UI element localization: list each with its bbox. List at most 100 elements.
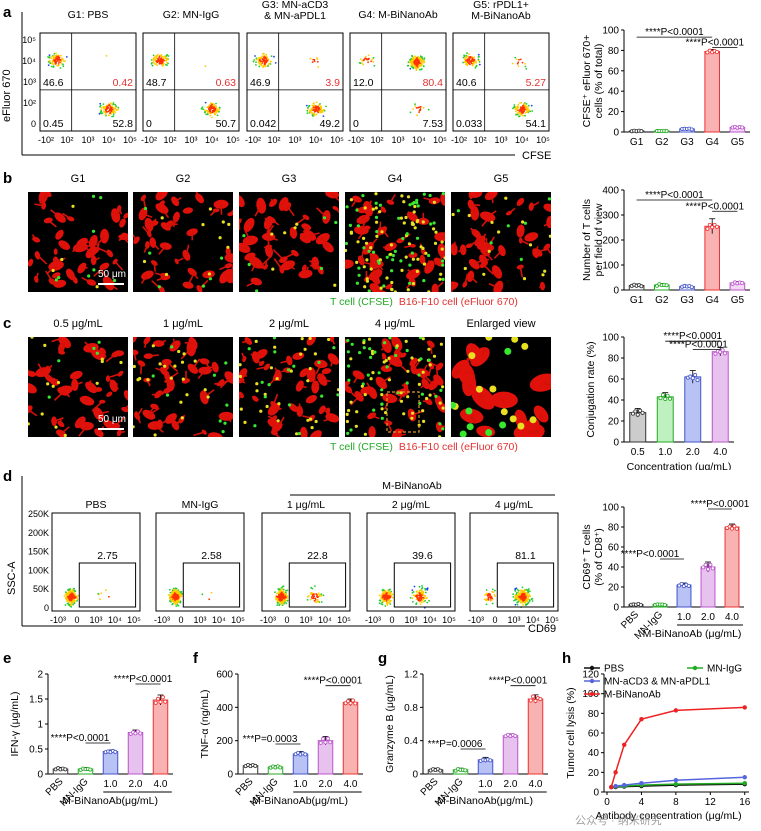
tumor-process [520, 239, 529, 245]
t-cell [242, 234, 246, 238]
tumor-cell [518, 237, 523, 244]
tumor-process [143, 244, 149, 253]
flow-dot [77, 594, 79, 597]
tumor-process [360, 250, 364, 261]
x-tick-label: 1.0 [479, 779, 493, 790]
t-cell [164, 272, 169, 277]
flow-dot [413, 585, 416, 588]
tumor-cell [459, 244, 467, 256]
tumor-cell [345, 259, 354, 269]
tumor-process [267, 415, 275, 420]
panel-label-b: b [3, 170, 13, 187]
t-cell [91, 194, 96, 198]
t-cell [181, 377, 185, 381]
t-cell [411, 257, 415, 261]
y-tick-label: 0 [613, 286, 619, 297]
flow-dot [63, 595, 66, 597]
t-cell [220, 256, 224, 260]
flow-dot [411, 597, 414, 600]
flow-dot [412, 57, 415, 60]
flow-dot [171, 592, 174, 595]
t-cell [382, 284, 386, 288]
flow-dot [373, 64, 376, 67]
flow-dot [71, 588, 74, 591]
x-tick: 10⁴ [309, 135, 323, 145]
tumor-process [203, 389, 215, 398]
data-point [325, 736, 330, 741]
flow-dot [519, 601, 522, 604]
t-cell [365, 279, 369, 283]
flow-dot [519, 58, 522, 61]
t-cell [345, 241, 348, 246]
t-cell [363, 393, 367, 397]
tumor-process [133, 233, 138, 241]
t-cell [239, 374, 242, 379]
flow-dot [308, 105, 310, 107]
flow-dot [512, 596, 515, 598]
data-point [689, 285, 694, 290]
t-cell [517, 422, 525, 430]
flow-dot [313, 58, 316, 61]
flow-dot [423, 61, 425, 64]
t-cell [263, 392, 267, 396]
micrograph-2 [133, 192, 233, 292]
flow-dot [280, 596, 283, 599]
tumor-process [530, 201, 540, 208]
t-cell [465, 407, 473, 415]
data-point [638, 603, 643, 608]
flow-dot [59, 54, 62, 57]
tumor-cell [150, 260, 158, 266]
x-tick: 10² [163, 135, 176, 145]
flow-dot [180, 594, 183, 596]
t-cell [417, 382, 421, 386]
flow-dot [109, 109, 112, 111]
x-tick: 10² [370, 135, 383, 145]
flow-dot [531, 600, 534, 602]
tumor-process [114, 261, 124, 271]
x-tick: 10⁵ [231, 615, 245, 625]
tumor-cell [239, 218, 242, 225]
flow-dot [162, 55, 164, 58]
flow-dot [526, 599, 529, 602]
t-cell [275, 377, 279, 381]
tumor-process [330, 358, 335, 367]
tumor-process [192, 358, 201, 370]
t-cell [247, 262, 251, 267]
t-cell [428, 363, 432, 367]
t-cell [522, 277, 527, 281]
data-point [353, 701, 358, 706]
flow-dot [417, 62, 420, 65]
flow-dot [516, 591, 518, 594]
tumor-cell [325, 413, 339, 423]
flow-dot [410, 66, 413, 68]
flow-dot [99, 105, 101, 108]
flow-dot [313, 104, 316, 107]
t-cell [346, 338, 350, 343]
data-point [707, 222, 712, 227]
x-tick-label: 1.0 [677, 612, 691, 623]
tumor-process [187, 273, 195, 286]
t-cell [30, 337, 34, 339]
flow-dot [263, 54, 265, 57]
y-tick-label: 80 [608, 46, 620, 57]
series-point-2 [639, 780, 644, 786]
flow-dot [62, 65, 65, 68]
x-tick: -10² [245, 135, 261, 145]
y-tick-label: 40 [608, 396, 620, 407]
y-tick-label: 0 [613, 128, 619, 139]
data-point [710, 566, 715, 571]
bar-2.0 [127, 732, 144, 775]
flow-dot [494, 589, 496, 592]
flow-dot [106, 107, 109, 110]
flow-dot [305, 104, 308, 107]
flow-dot [371, 58, 374, 61]
flow-dot [385, 592, 388, 594]
t-cell [375, 230, 379, 234]
tumor-process [219, 264, 229, 271]
flow-dot [204, 111, 206, 114]
flow-a-title-3: G3: MN-aCD3 [262, 0, 329, 11]
t-cell [227, 222, 231, 226]
flow-dot [280, 595, 282, 598]
flow-dot [524, 108, 527, 111]
